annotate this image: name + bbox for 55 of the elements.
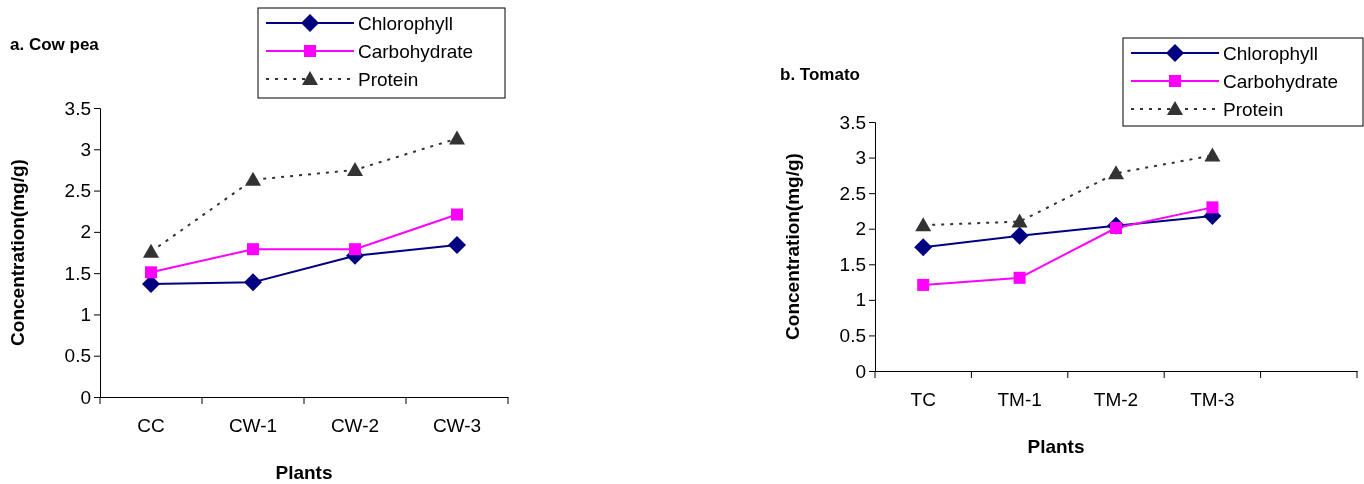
legend-label: Chlorophyll — [358, 13, 454, 34]
y-tick-label: 0 — [80, 386, 91, 408]
x-tick-label: CW-2 — [330, 415, 380, 437]
legend-label: Carbohydrate — [358, 41, 474, 62]
y-tick-label: 3.5 — [64, 97, 91, 119]
x-tick-label: TM-2 — [1093, 389, 1139, 411]
y-tick-label: 2.5 — [64, 180, 91, 202]
legend-label: Protein — [358, 69, 419, 90]
x-tick-label: CW-3 — [432, 415, 482, 437]
point — [1204, 147, 1221, 162]
point — [1010, 226, 1029, 245]
x-tick-label: CC — [137, 415, 165, 437]
y-tick-label: 1 — [80, 304, 91, 326]
point — [448, 236, 466, 255]
x-axis-title: Plants — [1027, 436, 1085, 457]
chart-title: b. Tomato — [780, 65, 860, 84]
y-tick-label: 2 — [855, 218, 866, 240]
point — [247, 243, 259, 256]
y-tick-label: 3 — [80, 138, 91, 160]
legend-label: Carbohydrate — [1223, 71, 1339, 92]
point — [347, 161, 363, 176]
legend-label: Protein — [1223, 99, 1284, 120]
point — [1108, 165, 1124, 180]
y-tick-label: 1.5 — [64, 262, 91, 284]
x-axis-title: Plants — [275, 462, 333, 483]
y-tick-label: 2 — [80, 221, 91, 243]
point — [244, 273, 262, 292]
point — [917, 278, 930, 291]
chart-title: a. Cow pea — [10, 35, 100, 54]
y-axis-title: Concentration(mg/g) — [7, 159, 28, 346]
point — [915, 217, 932, 232]
y-tick-label: 0.5 — [64, 345, 91, 367]
point — [143, 243, 159, 258]
x-tick-label: TM-1 — [997, 389, 1042, 411]
y-tick-label: 3 — [855, 147, 866, 169]
y-tick-label: 0.5 — [839, 325, 866, 347]
point — [245, 171, 261, 186]
point — [449, 130, 465, 145]
y-tick-label: 0 — [855, 360, 866, 382]
point — [1013, 271, 1026, 284]
point — [1206, 201, 1219, 214]
point — [349, 243, 361, 256]
y-tick-label: 3.5 — [839, 111, 866, 133]
y-tick-label: 1 — [855, 289, 866, 311]
point — [145, 266, 157, 279]
legend-label: Chlorophyll — [1223, 43, 1319, 64]
y-tick-label: 1.5 — [839, 253, 866, 275]
x-tick-label: CW-1 — [228, 415, 278, 437]
y-tick-label: 2.5 — [839, 182, 866, 204]
point — [451, 208, 463, 221]
y-axis-title: Concentration(mg/g) — [782, 153, 803, 340]
point — [1011, 213, 1028, 228]
x-tick-label: TM-3 — [1190, 389, 1235, 411]
point — [914, 238, 933, 257]
x-tick-label: TC — [910, 389, 936, 411]
